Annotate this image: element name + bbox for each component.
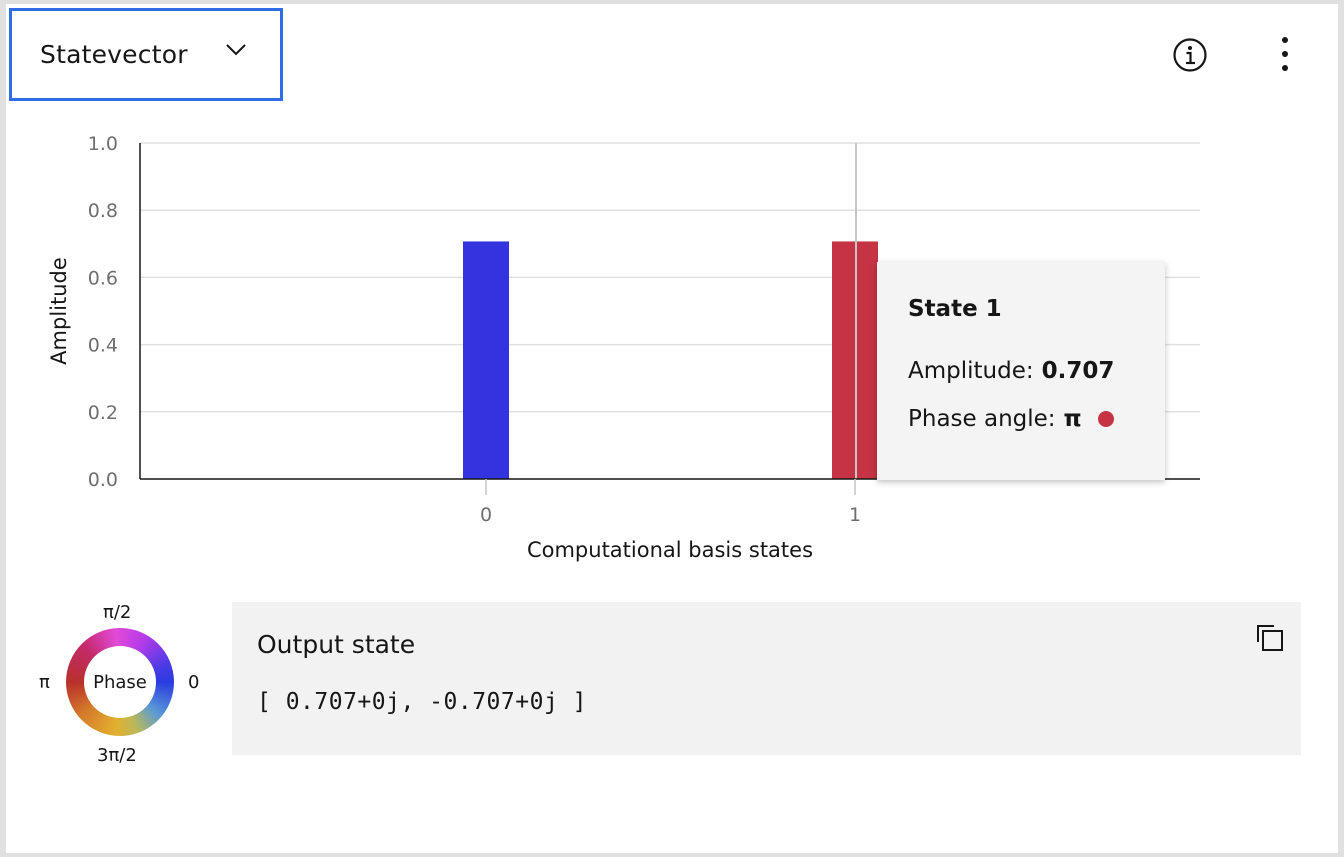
phase-wheel-legend: π/2 π 0 3π/2 Phase bbox=[30, 600, 210, 770]
phase-label-bottom: 3π/2 bbox=[97, 745, 137, 766]
phase-label-top: π/2 bbox=[103, 602, 132, 623]
output-state-panel: Output state [ 0.707+0j, -0.707+0j ] bbox=[232, 602, 1301, 755]
y-tick-label: 0.4 bbox=[88, 335, 118, 357]
phase-wheel-center-label: Phase bbox=[84, 646, 156, 718]
tooltip-phase-label: Phase angle: bbox=[908, 406, 1056, 432]
dropdown-value: Statevector bbox=[40, 40, 188, 69]
chevron-down-icon bbox=[226, 44, 246, 56]
tooltip-title: State 1 bbox=[908, 296, 1002, 322]
y-tick-label: 0.0 bbox=[88, 469, 118, 491]
overflow-menu-vertical-icon[interactable] bbox=[1270, 36, 1300, 76]
y-tick-label: 1.0 bbox=[88, 133, 118, 155]
output-state-title: Output state bbox=[257, 630, 416, 659]
bar-tooltip: State 1 Amplitude: 0.707 Phase angle: π bbox=[877, 262, 1165, 480]
x-tick-label: 0 bbox=[480, 504, 492, 526]
tooltip-amplitude-label: Amplitude: bbox=[908, 358, 1034, 384]
copy-icon[interactable] bbox=[1254, 622, 1286, 654]
phase-label-left: π bbox=[39, 672, 50, 693]
y-axis-title: Amplitude bbox=[47, 257, 71, 365]
tooltip-phase-row: Phase angle: π bbox=[908, 406, 1165, 432]
phase-color-dot bbox=[1097, 411, 1114, 427]
y-tick-label: 0.6 bbox=[88, 267, 118, 289]
phase-label-right: 0 bbox=[188, 672, 200, 693]
bar-state-0[interactable] bbox=[463, 241, 509, 479]
tooltip-phase-value: π bbox=[1063, 406, 1082, 432]
x-axis-title: Computational basis states bbox=[527, 538, 813, 562]
y-tick-label: 0.8 bbox=[88, 200, 118, 222]
y-tick-label: 0.2 bbox=[88, 402, 118, 424]
output-state-value: [ 0.707+0j, -0.707+0j ] bbox=[257, 689, 587, 715]
info-icon[interactable] bbox=[1172, 37, 1208, 73]
phase-color-ring: Phase bbox=[66, 628, 174, 736]
view-dropdown[interactable]: Statevector bbox=[9, 8, 283, 101]
x-tick-label: 1 bbox=[849, 504, 861, 526]
tooltip-amplitude-row: Amplitude: 0.707 bbox=[908, 358, 1165, 384]
tooltip-amplitude-value: 0.707 bbox=[1041, 358, 1115, 384]
